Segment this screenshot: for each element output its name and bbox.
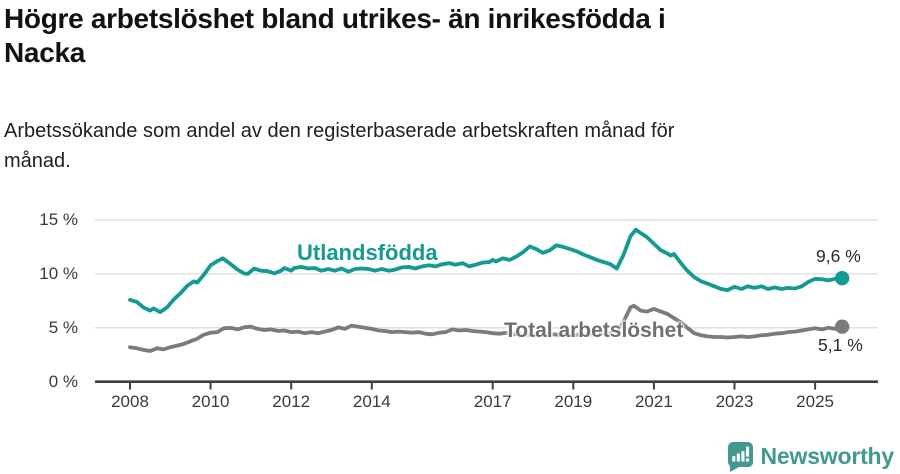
x-tick-label: 2023 xyxy=(715,392,754,411)
value-label-total: 5,1 % xyxy=(818,335,863,355)
y-tick-label: 15 % xyxy=(39,210,78,229)
newsworthy-logo[interactable]: Newsworthy xyxy=(726,440,894,472)
x-tick-label: 2021 xyxy=(634,392,673,411)
page-subtitle: Arbetssökande som andel av den registerb… xyxy=(4,120,675,172)
series-line xyxy=(128,303,844,353)
bar-chart-speech-bubble-icon xyxy=(727,441,753,472)
series-label-total-arbetsloshet: Total arbetslöshet xyxy=(504,319,684,342)
chart-canvas xyxy=(95,219,878,390)
page-title: Högre arbetslöshet bland utrikes- än inr… xyxy=(4,3,666,68)
brand-name: Newsworthy xyxy=(760,442,895,469)
y-tick-label: 5 % xyxy=(48,317,78,337)
x-tick-label: 2014 xyxy=(352,392,391,411)
series-end-dot xyxy=(834,319,850,334)
series-label-utlandsfodda: Utlandsfödda xyxy=(297,240,438,265)
series-end-dot xyxy=(834,271,850,286)
y-tick-label: 0 % xyxy=(48,371,78,391)
x-tick-label: 2010 xyxy=(191,392,230,411)
x-tick-label: 2025 xyxy=(796,392,835,411)
x-tick-label: 2017 xyxy=(473,392,512,411)
unemployment-line-chart: 0 % 5 % 10 % 15 % 2008 2010 2012 2014 2017 2019 2… xyxy=(0,195,900,430)
x-tick-label: 2019 xyxy=(554,392,593,411)
x-tick-label: 2012 xyxy=(272,392,311,411)
y-tick-label: 10 % xyxy=(39,263,78,283)
series-line xyxy=(128,227,844,315)
x-tick-label: 2008 xyxy=(111,392,149,411)
value-label-utlandsfodda: 9,6 % xyxy=(816,246,861,266)
